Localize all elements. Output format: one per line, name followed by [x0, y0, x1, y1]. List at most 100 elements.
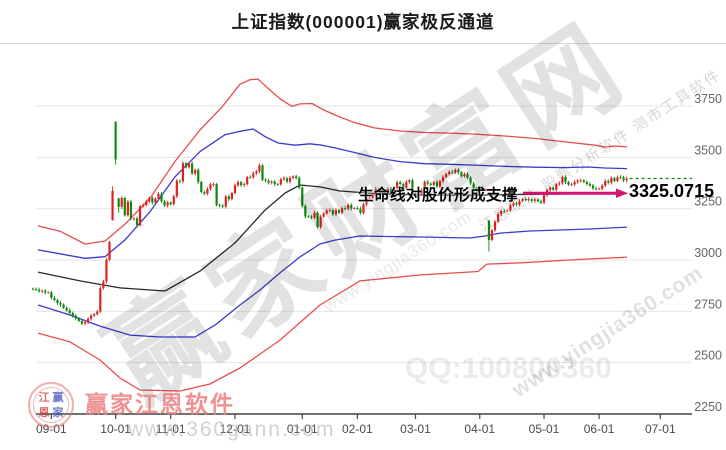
lower-blue-channel-line: [37, 226, 628, 338]
candle-up: [490, 230, 494, 241]
life-line-arrow-head: [616, 188, 628, 199]
candle-down: [475, 187, 478, 192]
candle-up: [325, 210, 328, 214]
candle-up: [368, 197, 371, 199]
candle-down: [215, 184, 218, 206]
candle-up: [175, 180, 178, 197]
candle-down: [160, 193, 163, 202]
candle-up: [463, 174, 466, 177]
candle-up: [187, 163, 191, 168]
candle-down: [567, 181, 570, 185]
candle-down: [402, 184, 405, 188]
candle-up: [500, 210, 503, 215]
candle-down: [264, 179, 267, 181]
candle-down: [622, 177, 625, 181]
candle-down: [503, 210, 506, 212]
x-axis-label: 01-01: [287, 422, 318, 436]
candle-up: [561, 177, 564, 184]
candle-down: [31, 288, 35, 290]
candle-down: [135, 218, 139, 226]
candle-up: [432, 182, 435, 185]
candle-up: [396, 182, 399, 188]
candle-down: [316, 212, 319, 227]
x-axis-label: 12-01: [220, 422, 251, 436]
candle-up: [243, 184, 246, 186]
candle-up: [497, 214, 500, 222]
candle-up: [604, 180, 607, 186]
candle-up: [108, 242, 111, 260]
candle-up: [322, 213, 325, 217]
candle-up: [405, 181, 408, 188]
candle-up: [371, 194, 374, 198]
candle-down: [472, 183, 475, 188]
candle-down: [383, 191, 386, 194]
candle-down: [619, 177, 622, 179]
seal-char: 江: [38, 391, 50, 404]
candle-down: [227, 196, 230, 200]
y-axis-label: 3750: [694, 92, 722, 106]
candle-up: [549, 187, 552, 190]
candle-up: [506, 210, 509, 212]
x-axis-label: 06-01: [584, 422, 615, 436]
candle-down: [359, 208, 362, 213]
page-title: 上证指数(000001)赢家极反通道: [231, 11, 495, 32]
candle-up: [420, 189, 423, 194]
candle-down: [310, 216, 313, 218]
candle-down: [71, 312, 74, 316]
candle-down: [350, 204, 353, 209]
candle-down: [307, 216, 310, 218]
upper-red-channel-line: [37, 78, 628, 245]
candle-down: [429, 183, 432, 185]
candle-down: [44, 290, 47, 293]
candle-up: [236, 182, 240, 186]
x-axis-label: 10-01: [100, 422, 131, 436]
y-axis-label: 2250: [694, 400, 722, 414]
candle-up: [132, 218, 136, 220]
life-line-support-annotation: 生命线对股价形成支撑: [358, 187, 519, 204]
candle-up: [448, 171, 451, 174]
y-axis-label: 2500: [694, 349, 722, 363]
candle-down: [273, 181, 276, 185]
y-axis-label: 3500: [694, 143, 722, 157]
candle-up: [47, 292, 50, 294]
candle-up: [555, 184, 558, 190]
x-axis-label: 11-01: [156, 422, 186, 436]
candle-up: [41, 290, 44, 292]
candle-down: [34, 289, 38, 290]
candle-down: [261, 165, 264, 180]
candle-down: [469, 177, 472, 184]
candle-up: [154, 198, 157, 203]
candle-up: [512, 203, 515, 206]
candle-down: [301, 187, 304, 206]
title-bar: 上证指数(000001)赢家极反通道: [0, 0, 726, 42]
y-axis-label: 3000: [694, 246, 722, 260]
candle-up: [181, 163, 185, 182]
candle-down: [515, 203, 518, 205]
candlestick-series: [31, 121, 628, 326]
candle-up: [172, 196, 175, 205]
candle-down: [68, 310, 71, 313]
candle-down: [117, 198, 120, 207]
candle-down: [331, 210, 334, 215]
life-line-value-label: 3325.0715: [629, 181, 715, 201]
candle-up: [441, 177, 445, 182]
candle-down: [221, 205, 224, 207]
candle-up: [126, 201, 129, 216]
candle-up: [279, 179, 282, 185]
candle-down: [74, 315, 77, 319]
candle-down: [536, 199, 539, 202]
x-axis-label: 05-01: [529, 422, 560, 436]
candle-down: [356, 208, 359, 209]
candle-down: [481, 188, 484, 190]
candle-up: [454, 169, 457, 173]
candle-down: [344, 208, 347, 210]
candle-down: [169, 202, 172, 205]
candle-up: [408, 180, 411, 182]
candle-down: [197, 169, 200, 182]
lower-red-channel-line: [37, 256, 628, 392]
seal-char: 恩: [38, 406, 50, 419]
candle-down: [377, 188, 380, 191]
candle-up: [445, 173, 448, 178]
